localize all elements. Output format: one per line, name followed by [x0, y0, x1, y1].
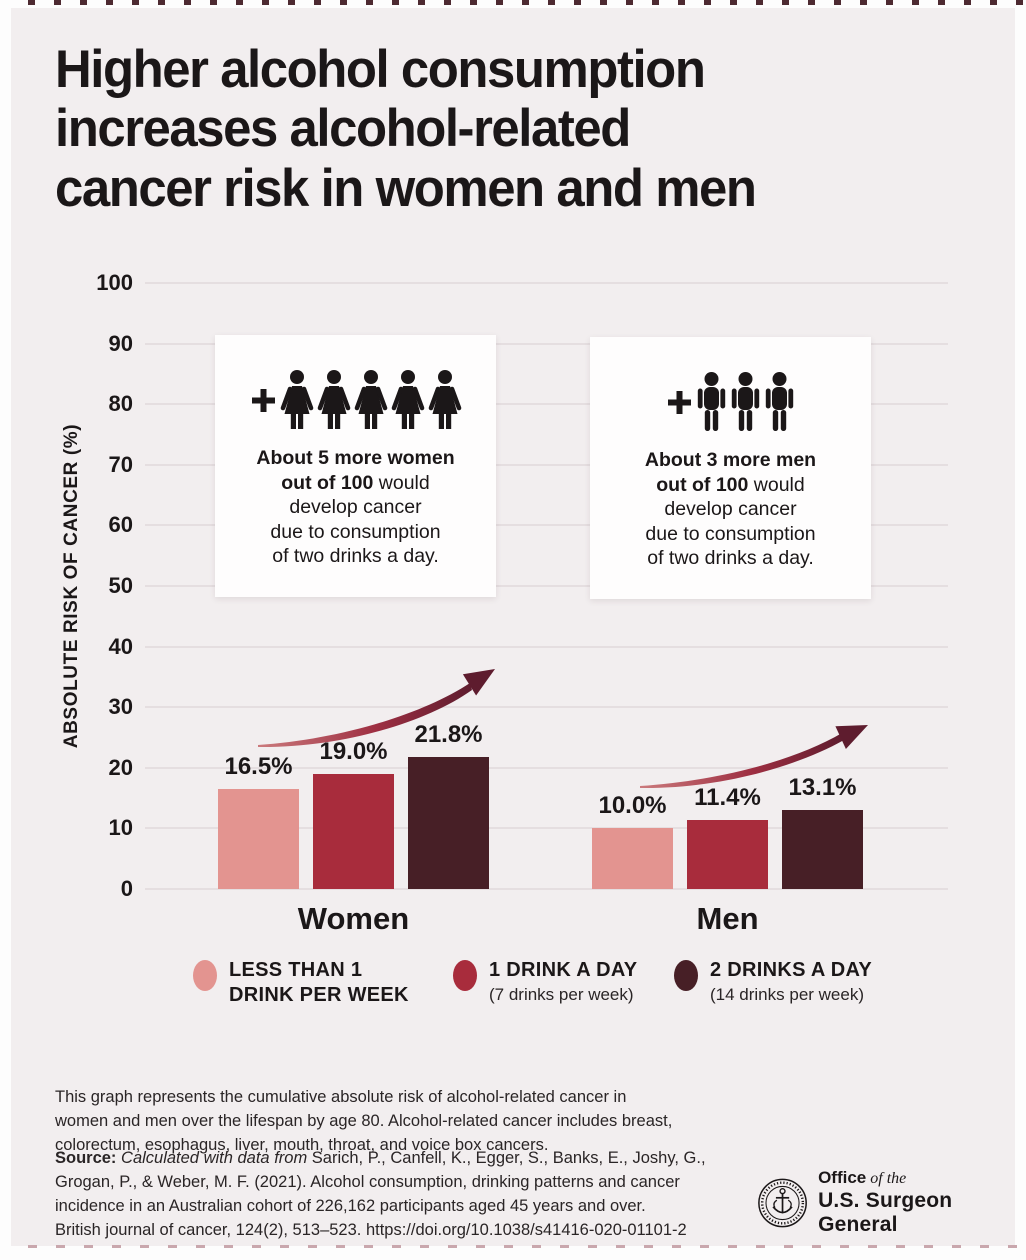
- public-health-service-seal-icon: [758, 1178, 807, 1227]
- bar-women-2: [313, 773, 394, 889]
- y-axis-tick-label: 80: [108, 391, 133, 417]
- surgeon-general-logo: Office of the U.S. Surgeon General: [757, 1168, 1026, 1237]
- woman-icon: [428, 370, 461, 429]
- bottom-edge-dashes-decoration: [28, 1245, 1026, 1248]
- woman-icon: [354, 370, 387, 429]
- gridline: [145, 282, 948, 284]
- gridline: [145, 888, 948, 890]
- poster-background: [11, 8, 1015, 1246]
- legend-label-block: 2 DRINKS A DAY (14 drinks per week): [710, 958, 872, 1005]
- men-callout-text: About 3 more men out of 100 would develop …: [644, 449, 817, 570]
- logo-text: Office of the U.S. Surgeon General: [818, 1168, 1026, 1237]
- title-line: Higher alcohol consumption: [55, 40, 706, 99]
- woman-icon: [391, 370, 424, 429]
- legend-label: 1 DRINK A DAY: [489, 959, 638, 981]
- y-axis-tick-label: 20: [108, 754, 133, 780]
- gridline: [145, 827, 948, 830]
- legend-item: 2 DRINKS A DAY (14 drinks per week): [674, 958, 914, 1008]
- y-axis-tick-label: 90: [108, 330, 133, 356]
- y-axis-tick-label: 70: [108, 451, 133, 477]
- bar-men-1: [592, 828, 673, 889]
- gridline: [145, 645, 948, 648]
- women-callout-box: About 5 more women out of 100 would develo…: [215, 335, 496, 597]
- legend-item: LESS THAN 1 DRINK PER WEEK: [193, 958, 453, 1008]
- y-axis-tick-label: 60: [108, 512, 133, 538]
- page-title: Higher alcohol consumption increases alco…: [55, 40, 757, 218]
- gridline: [145, 463, 948, 466]
- gridline: [145, 706, 948, 709]
- y-axis-tick-label: 100: [96, 270, 133, 295]
- legend-sublabel: (7 drinks per week): [489, 985, 634, 1004]
- bar-value-label: 11.4%: [694, 783, 761, 811]
- source-citation: Source: Calculated with data from Sarich…: [55, 1149, 706, 1240]
- x-axis-category-label: Men: [696, 901, 759, 936]
- legend-label-block: LESS THAN 1 DRINK PER WEEK: [229, 958, 409, 1008]
- x-axis-category-label: Women: [297, 901, 410, 936]
- legend-swatch-icon: [453, 960, 477, 991]
- y-axis-tick-label: 40: [108, 633, 133, 659]
- title-line: increases alcohol-related: [55, 99, 631, 159]
- bar-women-3: [408, 756, 489, 889]
- y-axis-tick-label: 10: [108, 815, 133, 841]
- man-icon: [731, 372, 760, 431]
- legend-label-block: 1 DRINK A DAY (7 drinks per week): [489, 958, 637, 1005]
- logo-us-surgeon-general: U.S. Surgeon General: [818, 1189, 953, 1236]
- gridline: [145, 766, 948, 769]
- legend-item: 1 DRINK A DAY (7 drinks per week): [453, 958, 674, 1008]
- bar-men-2: [687, 819, 768, 889]
- legend-swatch-icon: [674, 960, 698, 991]
- woman-icon: [317, 370, 350, 429]
- legend-label: LESS THAN 1 DRINK PER WEEK: [229, 959, 409, 1006]
- plus-icon: [251, 388, 275, 412]
- legend-label: 2 DRINKS A DAY: [710, 959, 873, 981]
- women-callout-text: About 5 more women out of 100 would develo…: [256, 447, 455, 568]
- top-edge-dashes-decoration: [28, 0, 1026, 5]
- gridline: [145, 524, 948, 527]
- bar-value-label: 21.8%: [414, 720, 483, 748]
- source-italic-phrase: Calculated with data from: [116, 1149, 308, 1167]
- man-icon: [697, 372, 726, 431]
- y-axis-tick-label: 0: [120, 876, 133, 901]
- women-callout-icons: [215, 369, 496, 431]
- source-label: Source:: [55, 1149, 117, 1167]
- men-callout-icons: [590, 371, 871, 433]
- chart-legend: LESS THAN 1 DRINK PER WEEK 1 DRINK A DAY (7…: [193, 958, 914, 1008]
- bar-value-label: 10.0%: [598, 792, 667, 820]
- bar-value-label: 13.1%: [788, 773, 857, 801]
- woman-icon: [280, 370, 313, 429]
- plus-icon: [668, 390, 691, 414]
- bar-value-label: 16.5%: [224, 753, 293, 780]
- legend-swatch-icon: [193, 960, 217, 991]
- bar-women-1: [218, 789, 299, 889]
- man-icon: [765, 372, 794, 431]
- y-axis-tick-label: 50: [108, 573, 133, 598]
- y-axis-tick-label: 30: [108, 694, 133, 720]
- legend-sublabel: (14 drinks per week): [710, 985, 865, 1004]
- gridline: [145, 585, 948, 587]
- gridline: [145, 403, 948, 406]
- men-callout-box: About 3 more men out of 100 would develop …: [590, 337, 871, 599]
- bar-men-3: [782, 809, 863, 889]
- chart-description-note: This graph represents the cumulative abs…: [55, 1088, 673, 1155]
- title-line: cancer risk in women and men: [55, 158, 757, 218]
- gridline: [145, 342, 948, 345]
- logo-office-of-the: Office of the: [818, 1168, 907, 1187]
